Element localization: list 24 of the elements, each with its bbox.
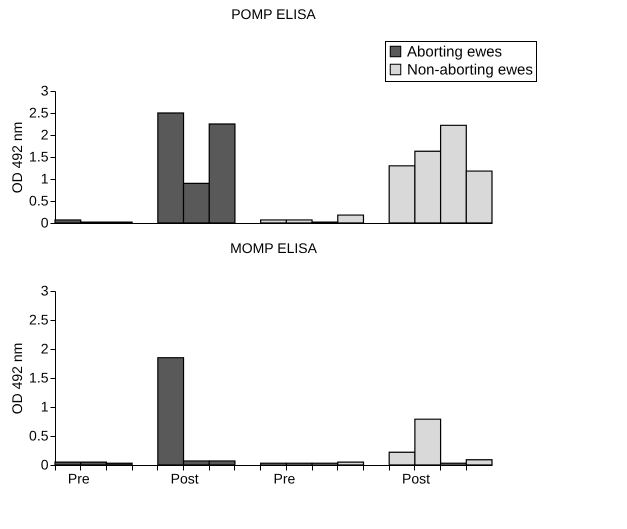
x-tick-label: Pre bbox=[274, 470, 296, 486]
y-tick-label: 0 bbox=[40, 456, 49, 472]
y-axis-title: OD 492 nm bbox=[9, 342, 26, 414]
y-tick-label: 0.5 bbox=[29, 192, 49, 208]
y-tick-label: 3 bbox=[40, 82, 49, 98]
y-axis-title: OD 492 nm bbox=[9, 122, 26, 194]
x-tick-label: Pre bbox=[68, 470, 90, 486]
y-tick-label: 3 bbox=[40, 282, 49, 298]
y-tick-label: 2.5 bbox=[29, 104, 49, 120]
y-tick-label: 1.5 bbox=[29, 370, 49, 386]
y-tick-label: 2 bbox=[40, 340, 49, 356]
y-tick-label: 1.5 bbox=[29, 148, 49, 164]
y-tick-label: 2.5 bbox=[29, 312, 49, 328]
x-tick-label: Post bbox=[170, 470, 199, 486]
y-tick-label: 1 bbox=[40, 398, 49, 414]
y-tick-label: 0 bbox=[40, 214, 49, 230]
x-tick-label: Post bbox=[402, 470, 430, 486]
legend-label: Non-aborting ewes bbox=[407, 62, 533, 78]
y-tick-label: 0.5 bbox=[29, 428, 49, 444]
y-tick-label: 2 bbox=[40, 126, 49, 142]
chart-title: POMP ELISA bbox=[231, 6, 316, 22]
chart-title: MOMP ELISA bbox=[230, 240, 318, 256]
legend-label: Aborting ewes bbox=[407, 44, 502, 60]
y-tick-label: 1 bbox=[40, 170, 49, 186]
